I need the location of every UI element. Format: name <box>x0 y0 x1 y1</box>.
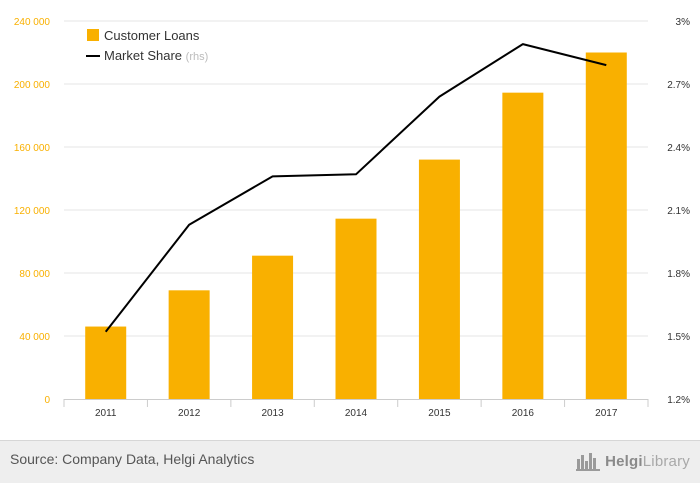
footer: Source: Company Data, Helgi Analytics He… <box>0 440 700 483</box>
brand-name: HelgiLibrary <box>605 453 690 470</box>
bar <box>85 326 127 399</box>
y-right-tick-label: 2.1% <box>667 206 690 217</box>
x-tick-label: 2012 <box>178 408 201 419</box>
bar <box>585 52 627 399</box>
bar <box>168 290 210 399</box>
y-left-tick-label: 120 000 <box>14 206 51 217</box>
x-tick-label: 2015 <box>428 408 451 419</box>
brand-name-light: Library <box>642 452 690 470</box>
legend-swatch-customer-loans <box>87 29 99 41</box>
x-tick-label: 2014 <box>345 408 368 419</box>
y-right-tick-label: 3% <box>676 17 691 28</box>
y-left-tick-label: 40 000 <box>19 332 50 343</box>
x-tick-label: 2011 <box>95 408 117 419</box>
x-tick-label: 2016 <box>512 408 535 419</box>
bar <box>502 92 544 399</box>
legend-label-rhs-suffix: (rhs) <box>186 51 209 63</box>
x-tick-label: 2017 <box>595 408 618 419</box>
y-right-tick-label: 2.7% <box>667 80 690 91</box>
y-left-tick-label: 240 000 <box>14 17 51 28</box>
y-right-tick-label: 2.4% <box>667 143 690 154</box>
legend-label-customer-loans: Customer Loans <box>104 28 200 43</box>
legend-label-market-share: Market Share (rhs) <box>104 48 208 63</box>
bar <box>335 218 377 399</box>
y-left-tick-label: 160 000 <box>14 143 51 154</box>
bar <box>418 159 460 399</box>
market-share-line <box>104 43 607 333</box>
source-note: Source: Company Data, Helgi Analytics <box>10 451 255 467</box>
x-tick-label: 2013 <box>261 408 284 419</box>
y-left-tick-label: 200 000 <box>14 80 51 91</box>
y-right-tick-label: 1.8% <box>667 269 690 280</box>
brand-logo[interactable]: HelgiLibrary <box>576 450 690 472</box>
y-right-tick-label: 1.5% <box>667 332 690 343</box>
chart: 0 40 000 80 000 120 000 160 000 200 000 240 00… <box>14 17 691 419</box>
y-left-tick-label: 80 000 <box>19 269 50 280</box>
y-right-tick-label: 1.2% <box>667 395 690 406</box>
helgi-library-logo-icon <box>576 453 601 471</box>
y-left-tick-label: 0 <box>44 395 50 406</box>
bar <box>252 255 294 399</box>
brand-name-bold: Helgi <box>605 452 643 470</box>
